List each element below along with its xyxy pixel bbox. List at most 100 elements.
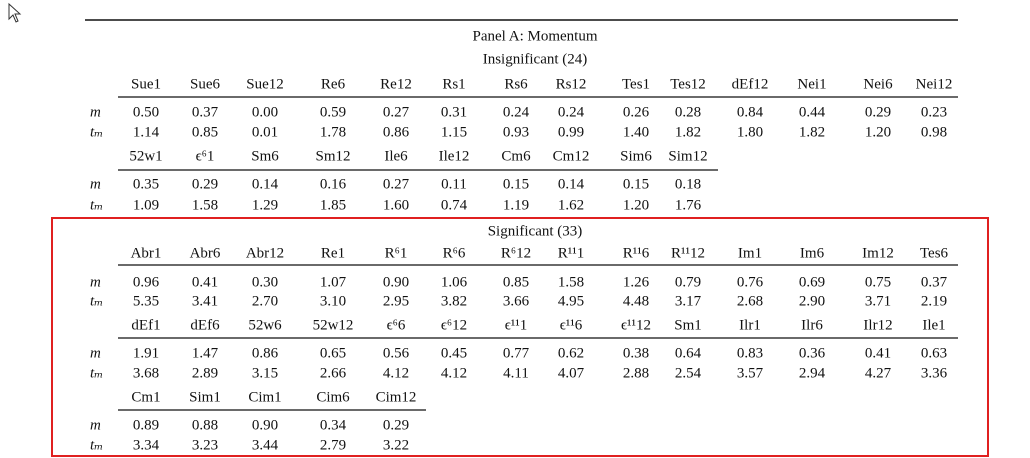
cell-value: 0.84	[737, 104, 764, 120]
cell-value: 0.98	[921, 124, 947, 140]
cell-value: 0.41	[192, 274, 218, 290]
cell-value: 3.68	[133, 365, 159, 381]
cell-value: 0.76	[737, 274, 764, 290]
cell-value: 1.80	[737, 124, 763, 140]
cell-value: 2.66	[320, 365, 347, 381]
row-label: tₘ	[90, 293, 103, 309]
column-header: Sue1	[131, 76, 161, 92]
cell-value: 4.12	[441, 365, 467, 381]
column-header: ϵ¹¹12	[621, 317, 651, 333]
cell-value: 1.29	[252, 197, 278, 213]
cell-value: 0.11	[441, 176, 467, 192]
cell-value: 1.09	[133, 197, 159, 213]
cell-value: 0.90	[383, 274, 409, 290]
cell-value: 4.07	[558, 365, 585, 381]
cell-value: 0.74	[441, 197, 468, 213]
column-header: Tes6	[920, 245, 949, 261]
cell-value: 0.00	[252, 104, 278, 120]
column-header: Im12	[862, 245, 894, 261]
column-header: Ilr6	[801, 317, 823, 333]
column-header: Im6	[800, 245, 825, 261]
row-label: tₘ	[90, 365, 103, 381]
column-header: R¹¹12	[671, 245, 705, 261]
cell-value: 2.70	[252, 293, 278, 309]
column-header: R⁶12	[501, 245, 531, 261]
cell-value: 0.27	[383, 176, 410, 192]
column-header: Ile1	[922, 317, 945, 333]
column-header: Cm6	[501, 148, 531, 164]
row-label: tₘ	[90, 437, 103, 453]
cell-value: 0.79	[675, 274, 701, 290]
cell-value: 0.37	[921, 274, 948, 290]
cell-value: 3.82	[441, 293, 467, 309]
row-label: m	[90, 345, 101, 361]
cell-value: 1.62	[558, 197, 584, 213]
column-header: Ilr12	[863, 317, 892, 333]
row-label: tₘ	[90, 124, 103, 140]
column-header: Ilr1	[739, 317, 761, 333]
cell-value: 0.69	[799, 274, 825, 290]
column-header: Sue6	[190, 76, 221, 92]
cell-value: 3.71	[865, 293, 891, 309]
cell-value: 1.82	[799, 124, 825, 140]
highlight-box	[51, 217, 989, 457]
cell-value: 4.11	[503, 365, 529, 381]
column-header: Abr6	[190, 245, 221, 261]
row-label: m	[90, 417, 101, 433]
column-header: Tes12	[670, 76, 706, 92]
cell-value: 0.90	[252, 417, 278, 433]
cell-value: 0.29	[865, 104, 891, 120]
column-header: Cim12	[376, 389, 417, 405]
column-header: Ile12	[439, 148, 470, 164]
cell-value: 0.56	[383, 345, 410, 361]
row-label: m	[90, 176, 101, 192]
cell-value: 0.85	[192, 124, 218, 140]
column-header: Rs1	[442, 76, 465, 92]
column-header: ϵ¹¹1	[505, 317, 528, 333]
column-header: Ile6	[384, 148, 408, 164]
cell-value: 1.85	[320, 197, 346, 213]
column-header: ϵ⁶6	[387, 317, 406, 333]
cell-value: 1.07	[320, 274, 347, 290]
cell-value: 0.75	[865, 274, 891, 290]
group-title: Significant (33)	[488, 223, 583, 239]
cell-value: 3.23	[192, 437, 218, 453]
cell-value: 2.68	[737, 293, 763, 309]
cell-value: 0.63	[921, 345, 947, 361]
column-header: Abr12	[246, 245, 284, 261]
cell-value: 0.83	[737, 345, 763, 361]
cell-value: 0.41	[865, 345, 891, 361]
cell-value: 0.28	[675, 104, 701, 120]
column-header: Abr1	[131, 245, 162, 261]
cell-value: 1.82	[675, 124, 701, 140]
cell-value: 0.86	[383, 124, 410, 140]
column-header: Nei6	[863, 76, 893, 92]
cell-value: 2.79	[320, 437, 346, 453]
column-header: Cm1	[131, 389, 160, 405]
cell-value: 3.34	[133, 437, 160, 453]
cell-value: 5.35	[133, 293, 159, 309]
column-header: Re6	[321, 76, 346, 92]
cell-value: 1.20	[865, 124, 891, 140]
cell-value: 0.86	[252, 345, 279, 361]
cell-value: 3.57	[737, 365, 764, 381]
cell-value: 1.26	[623, 274, 650, 290]
cell-value: 0.24	[558, 104, 585, 120]
cell-value: 2.94	[799, 365, 826, 381]
column-header: Sim12	[668, 148, 707, 164]
cell-value: 2.95	[383, 293, 409, 309]
row-label: m	[90, 104, 101, 120]
cell-value: 1.06	[441, 274, 468, 290]
cell-value: 0.77	[503, 345, 530, 361]
cell-value: 0.62	[558, 345, 584, 361]
column-header: Sm6	[251, 148, 279, 164]
cell-value: 3.22	[383, 437, 409, 453]
cell-value: 2.19	[921, 293, 947, 309]
cell-value: 0.59	[320, 104, 346, 120]
cell-value: 0.34	[320, 417, 347, 433]
cell-value: 0.15	[503, 176, 529, 192]
cell-value: 1.47	[192, 345, 219, 361]
column-header: Cim6	[316, 389, 350, 405]
cell-value: 1.20	[623, 197, 649, 213]
